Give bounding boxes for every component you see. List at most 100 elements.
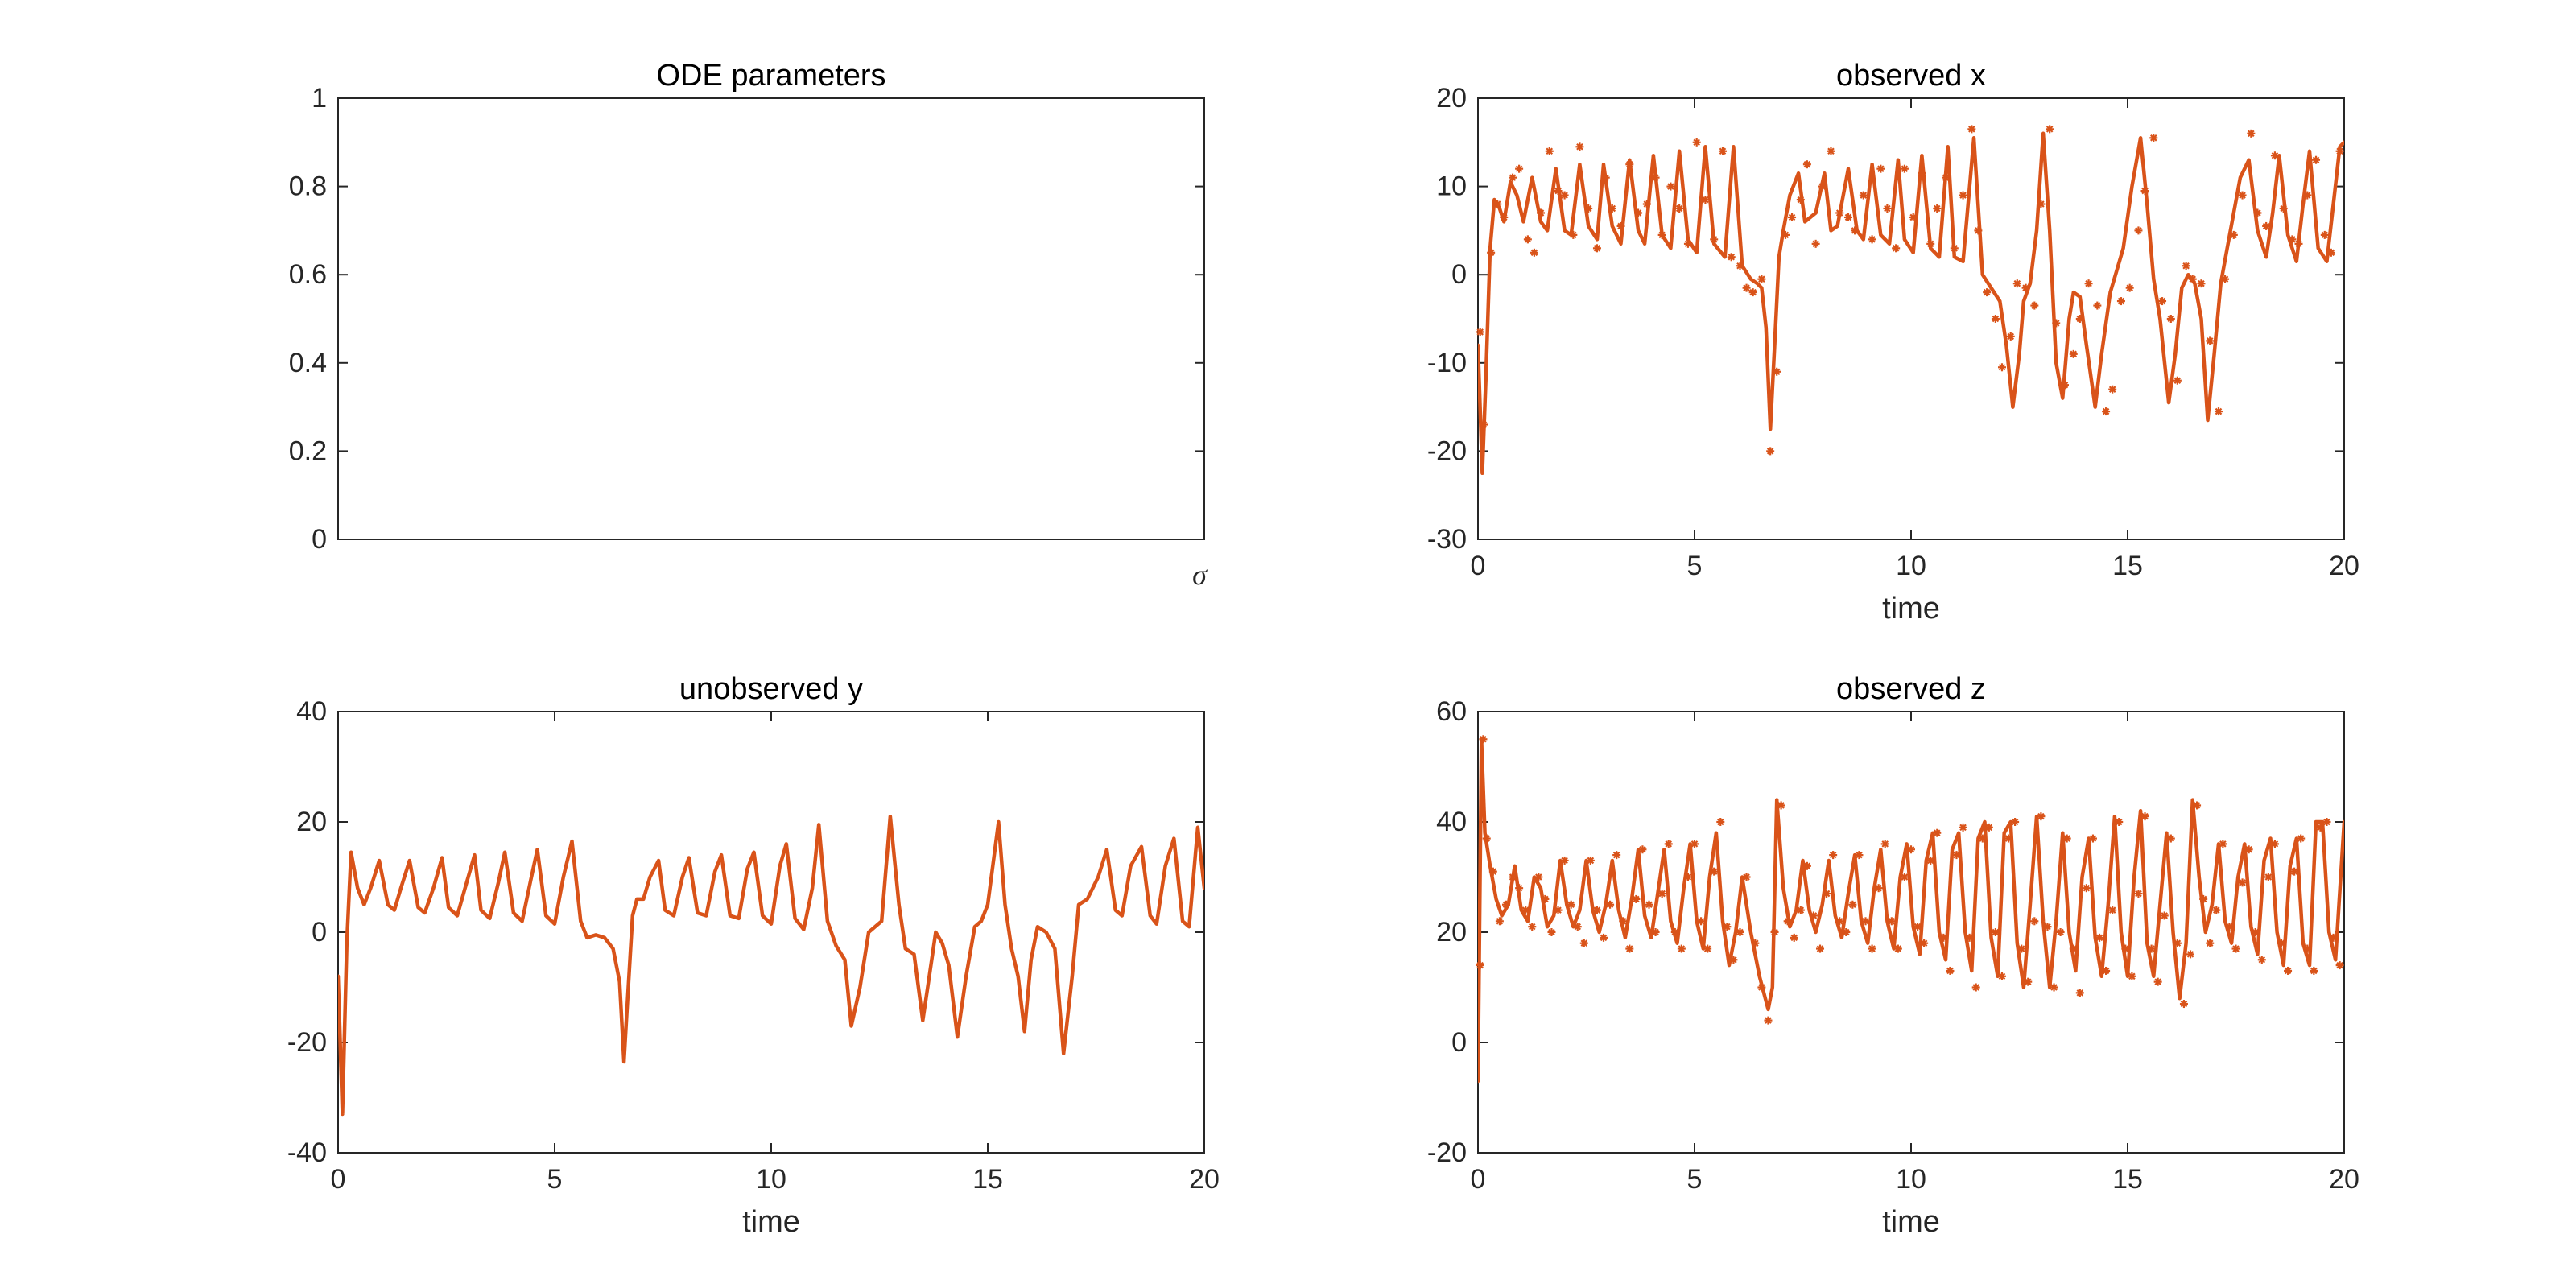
- data-point: [1757, 275, 1766, 283]
- data-point-stroke: [2046, 126, 2054, 133]
- data-point: [1651, 173, 1660, 182]
- data-point: [1983, 288, 1992, 297]
- data-point: [1880, 840, 1889, 848]
- data-point: [2303, 191, 2312, 200]
- data-point-stroke: [1940, 934, 1947, 942]
- data-point: [1946, 966, 1955, 975]
- data-point: [1861, 917, 1870, 926]
- data-point-stroke: [1639, 845, 1646, 853]
- data-point: [2102, 407, 2111, 416]
- data-point: [2037, 200, 2046, 208]
- data-point-stroke: [2117, 297, 2125, 305]
- data-point-stroke: [1862, 918, 1869, 925]
- data-point-stroke: [1992, 928, 2000, 936]
- data-point-stroke: [1665, 840, 1672, 848]
- data-point: [2277, 939, 2285, 947]
- data-point: [2270, 840, 2279, 848]
- data-point-stroke: [1535, 873, 1542, 881]
- data-point: [1625, 160, 1634, 169]
- data-point: [2116, 297, 2125, 306]
- data-point: [1521, 906, 1530, 914]
- data-point: [1790, 933, 1798, 942]
- data-point: [1495, 917, 1504, 926]
- data-point-stroke: [1600, 934, 1608, 942]
- data-point: [1569, 230, 1578, 239]
- data-point: [1606, 900, 1615, 909]
- data-point-stroke: [1652, 174, 1659, 181]
- data-point: [2088, 834, 2097, 843]
- data-point: [2251, 928, 2260, 936]
- data-point-stroke: [1881, 840, 1889, 848]
- data-point-stroke: [1920, 939, 1928, 947]
- x-tick-label: 15: [972, 1164, 1003, 1195]
- data-point: [1802, 861, 1811, 870]
- x-tick-label: 20: [2329, 551, 2359, 581]
- data-point-stroke: [1868, 945, 1876, 952]
- data-point: [2084, 279, 2093, 288]
- series-line: [338, 814, 1204, 1117]
- data-point: [1926, 856, 1935, 865]
- data-point-stroke: [2070, 350, 2078, 358]
- data-point-stroke: [2258, 956, 2266, 964]
- data-point: [2024, 977, 2033, 986]
- chart-title: observed x: [1836, 59, 1986, 93]
- data-point: [1952, 851, 1961, 860]
- data-point: [2030, 301, 2039, 310]
- data-point: [2115, 818, 2124, 826]
- data-point-stroke: [2239, 879, 2246, 886]
- data-point-stroke: [2206, 939, 2214, 947]
- data-point: [2253, 208, 2262, 217]
- y-tick-label: 20: [296, 807, 327, 837]
- data-point-stroke: [2154, 978, 2161, 985]
- data-point: [1835, 208, 1844, 217]
- data-point: [2288, 235, 2297, 244]
- data-point-stroke: [2221, 275, 2229, 283]
- data-point: [1984, 823, 1993, 832]
- data-point-stroke: [2037, 812, 2045, 820]
- data-point-stroke: [2262, 222, 2270, 230]
- data-point-stroke: [2230, 231, 2238, 239]
- data-point-stroke: [1697, 918, 1705, 925]
- data-point-stroke: [1909, 213, 1917, 221]
- data-point-stroke: [1537, 209, 1545, 217]
- data-point: [2173, 939, 2182, 947]
- data-point: [1971, 983, 1980, 992]
- data-point: [1809, 911, 1818, 920]
- data-point: [1523, 235, 1532, 244]
- data-point-stroke: [2102, 407, 2110, 415]
- data-point-stroke: [1777, 802, 1785, 809]
- data-point-stroke: [2193, 802, 2201, 809]
- data-point: [2279, 204, 2288, 213]
- data-point: [2166, 315, 2175, 323]
- data-point: [1710, 867, 1719, 876]
- data-point: [1997, 972, 2006, 980]
- y-tick-label: -20: [1427, 1137, 1467, 1168]
- data-point-stroke: [2271, 840, 2279, 848]
- data-point-stroke: [1818, 183, 1826, 190]
- y-tick-label: 20: [1436, 917, 1467, 947]
- data-point-stroke: [2063, 835, 2070, 842]
- data-point-stroke: [2031, 302, 2038, 309]
- data-point-stroke: [1758, 275, 1765, 283]
- data-point: [2270, 151, 2279, 160]
- data-point: [1883, 204, 1892, 213]
- data-point: [1500, 213, 1509, 221]
- data-point-stroke: [1501, 213, 1508, 221]
- data-point-stroke: [1574, 923, 1582, 931]
- data-point-stroke: [1667, 183, 1674, 190]
- data-point: [2052, 319, 2061, 328]
- data-point: [1592, 906, 1601, 914]
- y-tick-label: 0.4: [289, 348, 327, 378]
- data-point-stroke: [1612, 851, 1620, 859]
- x-tick-label: 15: [2112, 1164, 2143, 1195]
- data-point-stroke: [2254, 209, 2261, 217]
- data-point: [2093, 301, 2102, 310]
- data-point-stroke: [2024, 978, 2032, 985]
- data-point-stroke: [1851, 227, 1859, 234]
- data-point: [1716, 818, 1725, 826]
- data-point-stroke: [1934, 829, 1941, 836]
- data-point-stroke: [1835, 209, 1843, 217]
- data-point-stroke: [1926, 857, 1934, 865]
- data-point: [1843, 213, 1852, 221]
